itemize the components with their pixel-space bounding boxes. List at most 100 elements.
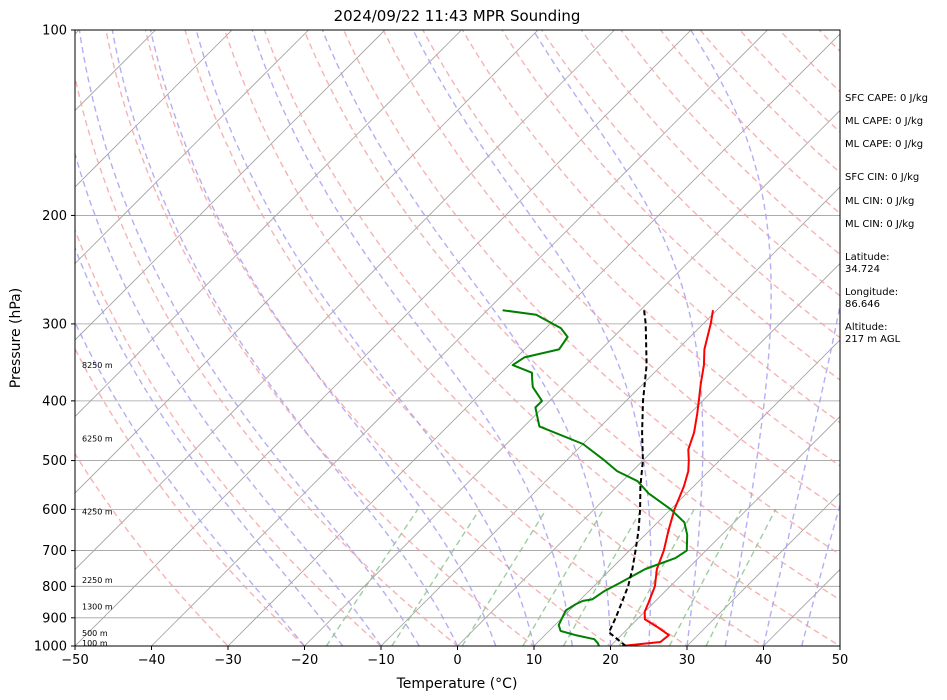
isotherm-line xyxy=(380,186,840,646)
y-tick-label: 300 xyxy=(42,317,67,332)
isotherm-line xyxy=(227,33,840,646)
profiles xyxy=(502,309,714,646)
isotherm-line xyxy=(609,415,840,646)
y-tick-label: 1000 xyxy=(34,640,67,655)
mixing-ratio-line xyxy=(522,508,605,646)
mixing-ratio-line xyxy=(618,508,695,646)
ml-cape-text: ML CAPE: 0 J/kg xyxy=(845,116,924,127)
mixing-ratio-line xyxy=(461,508,547,646)
height-label: 500 m xyxy=(82,629,108,638)
moist-adiabat-line xyxy=(195,30,535,646)
mixing-ratio-line xyxy=(391,508,481,646)
x-tick-label: 20 xyxy=(602,653,619,668)
dry-adiabat-line xyxy=(540,30,840,339)
dry-adiabat-line xyxy=(223,30,765,646)
mixing-ratio-line xyxy=(325,508,419,646)
isotherm-line xyxy=(456,262,840,646)
isotherm-line xyxy=(75,30,233,188)
x-axis-label: Temperature (°C) xyxy=(396,676,518,692)
moist-adiabat-line xyxy=(111,30,459,646)
height-label: 6250 m xyxy=(82,434,113,443)
x-tick-label: 40 xyxy=(755,653,772,668)
dry-adiabat-line xyxy=(184,30,689,646)
isotherm-line xyxy=(75,30,157,112)
dry-adiabat-line xyxy=(342,30,840,556)
x-tick-label: −30 xyxy=(214,653,241,668)
moist-adiabat-line xyxy=(75,151,382,646)
y-tick-label: 400 xyxy=(42,394,67,409)
y-axis-label: Pressure (hPa) xyxy=(8,288,24,388)
dry-adiabat-line xyxy=(263,30,840,646)
chart-title: 2024/09/22 11:43 MPR Sounding xyxy=(334,7,581,25)
altitude-text: Altitude: 217 m AGL xyxy=(845,322,901,345)
sfc-cape-text: SFC CAPE: 0 J/kg xyxy=(845,93,928,104)
y-tick-label: 600 xyxy=(42,503,67,518)
height-label: 2250 m xyxy=(82,576,113,585)
sfc-cin-text: SFC CIN: 0 J/kg xyxy=(845,172,920,183)
mixing-ratio-line xyxy=(705,508,777,646)
x-tick-label: 0 xyxy=(453,653,461,668)
moist-adiabat-line xyxy=(801,502,840,646)
isotherm-line xyxy=(75,30,692,646)
ml-cin-text: ML CIN: 0 J/kg xyxy=(845,196,915,207)
dry-adiabat-line xyxy=(75,347,306,646)
moist-adiabat-line xyxy=(321,30,612,646)
moist-adiabat-line xyxy=(412,30,652,646)
y-tick-label: 900 xyxy=(42,611,67,626)
y-tick-label: 100 xyxy=(42,24,67,39)
x-tick-label: −10 xyxy=(367,653,394,668)
parcel-profile xyxy=(607,310,648,646)
dewpoint-profile xyxy=(502,309,689,646)
dry-adiabat-line xyxy=(105,30,536,646)
y-tick-label: 500 xyxy=(42,454,67,469)
moist-adiabat-line xyxy=(251,30,573,646)
dry-adiabat-line xyxy=(303,30,840,601)
isotherm-line xyxy=(686,492,840,646)
x-tick-label: 30 xyxy=(679,653,696,668)
moist-adiabat-line xyxy=(149,30,497,646)
isotherm-line xyxy=(75,30,616,571)
isotherm-line xyxy=(75,30,386,341)
moist-adiabat-line xyxy=(690,30,772,646)
y-tick-label: 800 xyxy=(42,580,67,595)
x-axis: −50 −40 −30 −20 −10 0 10 20 30 40 50 xyxy=(61,646,848,668)
dry-adiabat-line xyxy=(382,30,840,511)
moist-adiabat-line xyxy=(78,30,420,646)
height-label: 1300 m xyxy=(82,603,113,612)
isotherm-line xyxy=(150,30,769,646)
height-label: 4250 m xyxy=(82,508,113,517)
y-tick-label: 200 xyxy=(42,209,67,224)
y-axis: 1000 900 800 700 600 500 400 300 200 100 xyxy=(34,24,75,655)
moist-adiabat-line xyxy=(532,30,704,646)
latitude-text: Latitude: 34.724 xyxy=(845,252,890,275)
y-tick-label: 700 xyxy=(42,544,67,559)
mixing-ratio-line xyxy=(562,508,643,646)
isotherm-line xyxy=(533,339,840,646)
x-tick-label: 50 xyxy=(832,653,849,668)
dry-adiabat-line xyxy=(75,73,459,646)
dry-adiabat-line xyxy=(580,30,840,297)
isotherm-line xyxy=(75,30,539,494)
plot-frame xyxy=(74,29,841,647)
mixing-ratio-line xyxy=(668,508,742,646)
x-tick-label: −50 xyxy=(61,653,88,668)
isotherm-line xyxy=(303,109,840,646)
moist-adiabat-line xyxy=(75,245,344,646)
temperature-profile xyxy=(621,310,714,646)
isotherm-line xyxy=(75,30,310,265)
height-label: 8250 m xyxy=(82,361,113,370)
moist-adiabat-line xyxy=(762,301,840,646)
longitude-text: Longitude: 86.646 xyxy=(845,287,899,310)
ml-cape-text-2: ML CAPE: 0 J/kg xyxy=(845,139,924,150)
ml-cin-text-2: ML CIN: 0 J/kg xyxy=(845,219,915,230)
dry-adiabat-line xyxy=(75,452,229,646)
x-tick-label: −40 xyxy=(138,653,165,668)
x-tick-label: −20 xyxy=(291,653,318,668)
height-label: 100 m xyxy=(82,639,108,648)
isotherm-line xyxy=(75,30,463,418)
dry-adiabat-line xyxy=(422,30,840,467)
x-tick-label: 10 xyxy=(526,653,543,668)
dry-adiabat-line xyxy=(75,228,383,646)
